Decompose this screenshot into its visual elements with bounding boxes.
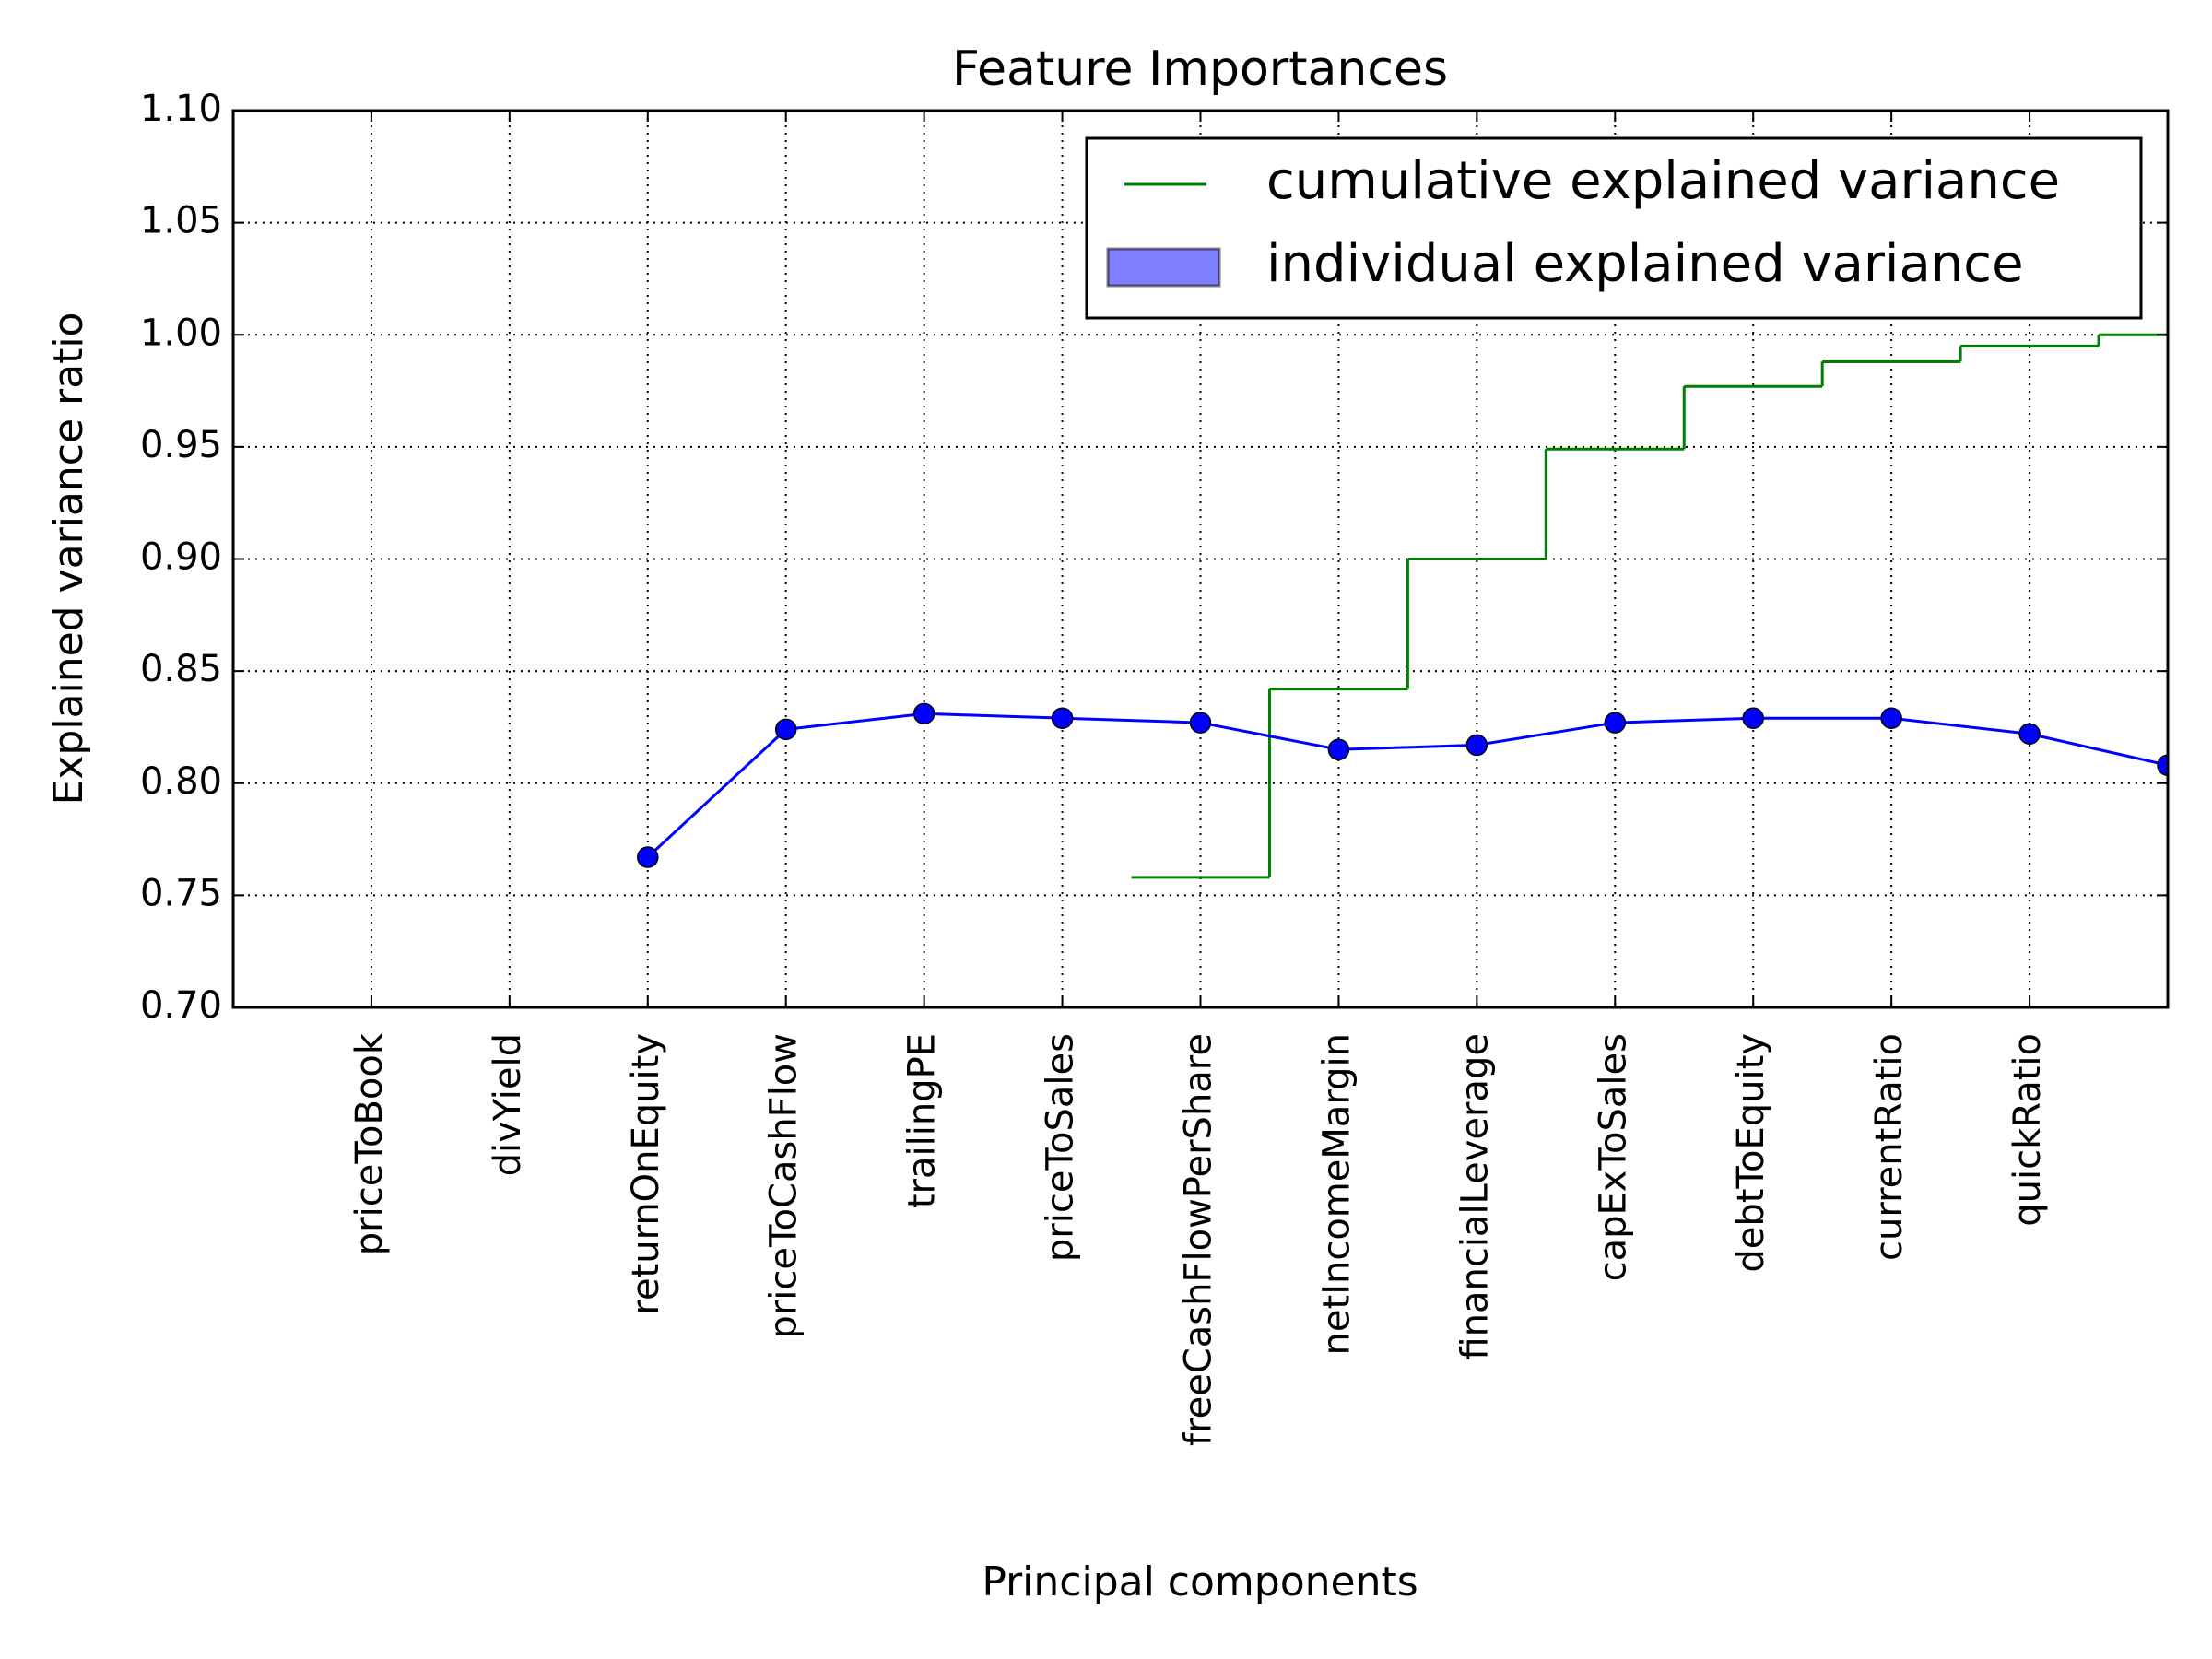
legend-label: cumulative explained variance <box>1266 151 2060 211</box>
marker <box>1880 707 1902 729</box>
x-tick-label: quickRatio <box>2006 1033 2049 1227</box>
marker <box>774 718 797 741</box>
y-tick-label: 1.00 <box>140 312 222 354</box>
x-axis-label: Principal components <box>982 1559 1418 1606</box>
y-tick-label: 0.80 <box>140 760 222 803</box>
x-tick-label: priceToCashFlow <box>763 1033 806 1339</box>
y-tick-label: 0.90 <box>140 536 222 579</box>
marker <box>1327 738 1350 761</box>
y-axis-label: Explained variance ratio <box>45 312 92 806</box>
x-tick-label: priceToBook <box>348 1032 391 1255</box>
legend-label: individual explained variance <box>1266 234 2024 294</box>
legend-box <box>1085 136 2143 320</box>
ticks: 0.70 0.75 0.80 0.85 0.90 0.95 1.00 1.05 1.10 pric… <box>140 88 2168 1446</box>
marker <box>912 702 935 725</box>
marker <box>1604 712 1627 734</box>
x-tick-label: returnOnEquity <box>625 1033 667 1315</box>
legend: cumulative explained variance individual … <box>1085 136 2143 320</box>
x-tick-label: netIncomeMargin <box>1315 1033 1358 1355</box>
y-tick-label: 0.95 <box>140 424 222 466</box>
chart-title: Feature Importances <box>952 41 1448 97</box>
y-tick-label: 0.75 <box>140 872 222 914</box>
x-tick-label: freeCashFlowPerShare <box>1178 1033 1220 1446</box>
x-tick-label: capExToSales <box>1592 1033 1634 1281</box>
marker <box>1051 707 1074 729</box>
y-tick-label: 0.70 <box>140 984 222 1027</box>
x-tick-label: currentRatio <box>1868 1033 1911 1261</box>
x-tick-label: trailingPE <box>901 1033 944 1208</box>
y-tick-label: 1.10 <box>140 88 222 130</box>
plot-area <box>637 333 2168 879</box>
marker <box>637 846 659 868</box>
x-tick-label: financialLeverage <box>1453 1033 1496 1360</box>
marker <box>2018 723 2041 745</box>
legend-swatch <box>1106 247 1221 288</box>
x-tick-label: priceToSales <box>1040 1033 1082 1262</box>
marker <box>2157 754 2168 777</box>
y-tick-label: 1.05 <box>140 200 222 242</box>
data-line <box>646 712 2168 859</box>
x-tick-label: divYield <box>487 1033 529 1176</box>
x-tick-label: debtToEquity <box>1730 1033 1772 1273</box>
marker <box>1189 712 1212 734</box>
marker <box>1465 734 1488 757</box>
y-tick-label: 0.85 <box>140 648 222 690</box>
marker <box>1742 707 1764 729</box>
